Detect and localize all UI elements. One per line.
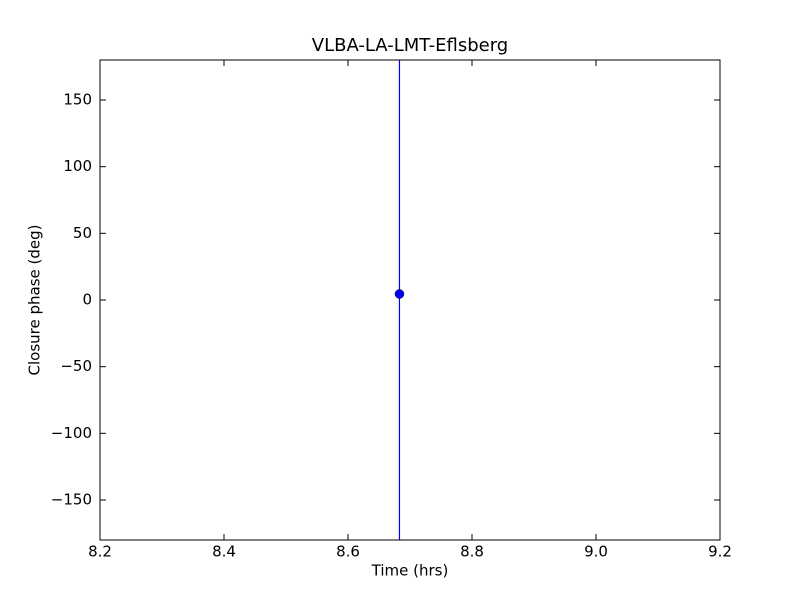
x-tick-label: 9.0 xyxy=(584,543,608,561)
y-axis-label: Closure phase (deg) xyxy=(26,225,44,376)
x-tick-label: 9.2 xyxy=(708,543,732,561)
x-tick-label: 8.6 xyxy=(336,543,360,561)
y-tick-label: 0 xyxy=(82,291,92,309)
point xyxy=(394,289,405,299)
plot-frame xyxy=(99,59,721,541)
y-tick-label: 50 xyxy=(73,224,92,242)
y-tick-label: −100 xyxy=(51,424,92,442)
chart-title: VLBA-LA-LMT-Eflsberg xyxy=(312,35,508,56)
x-tick-label: 8.8 xyxy=(460,543,484,561)
x-tick-label: 8.2 xyxy=(88,543,112,561)
y-tick-label: −50 xyxy=(60,357,92,375)
x-axis-label: Time (hrs) xyxy=(371,562,449,580)
y-tick-label: 100 xyxy=(63,157,92,175)
plot-area xyxy=(394,60,405,540)
y-tick-label: 150 xyxy=(63,91,92,109)
x-tick-label: 8.4 xyxy=(212,543,236,561)
y-tick-label: −150 xyxy=(51,491,92,509)
